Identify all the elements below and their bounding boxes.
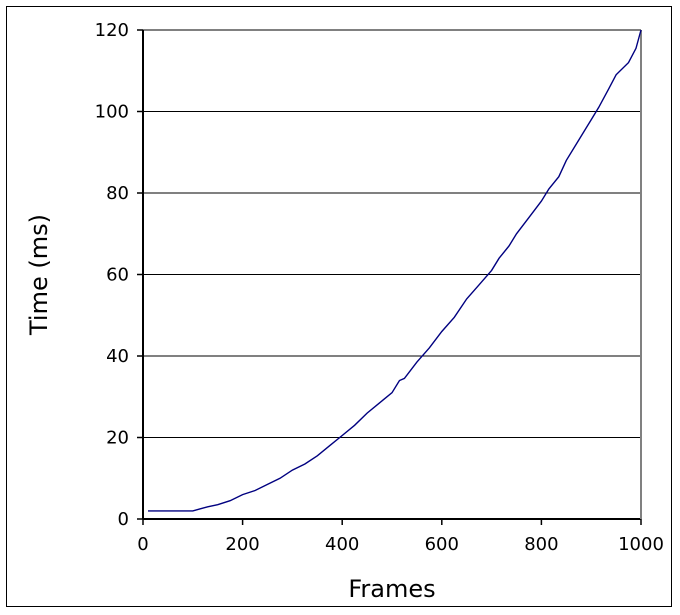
y-tick-labels: 0 20 40 60 80 100 120: [95, 20, 129, 530]
y-tick-label-0: 0: [118, 509, 129, 530]
grid-lines: [143, 30, 641, 438]
y-tick-label-80: 80: [106, 183, 129, 204]
x-axis-title: Frames: [348, 575, 435, 603]
y-tick-label-100: 100: [95, 102, 129, 123]
y-tick-label-60: 60: [106, 265, 129, 286]
y-axis-title: Time (ms): [25, 214, 53, 336]
x-tick-label-200: 200: [225, 534, 259, 555]
y-tick-label-120: 120: [95, 20, 129, 41]
x-tick-label-1000: 1000: [618, 534, 664, 555]
y-tick-label-20: 20: [106, 428, 129, 449]
x-tick-label-0: 0: [137, 534, 148, 555]
series-line-0: [148, 30, 641, 511]
x-tick-label-600: 600: [425, 534, 459, 555]
x-tick-labels: 0 200 400 600 800 1000: [137, 534, 664, 555]
y-tick-label-40: 40: [106, 346, 129, 367]
x-tick-label-800: 800: [524, 534, 558, 555]
line-chart: 0 200 400 600 800 1000 0 20 40 60 80 100 120 Frames…: [7, 7, 673, 608]
series-group: [148, 30, 641, 511]
x-tick-label-400: 400: [325, 534, 359, 555]
axes: [137, 30, 641, 525]
chart-frame: 0 200 400 600 800 1000 0 20 40 60 80 100 120 Frames…: [6, 6, 672, 607]
